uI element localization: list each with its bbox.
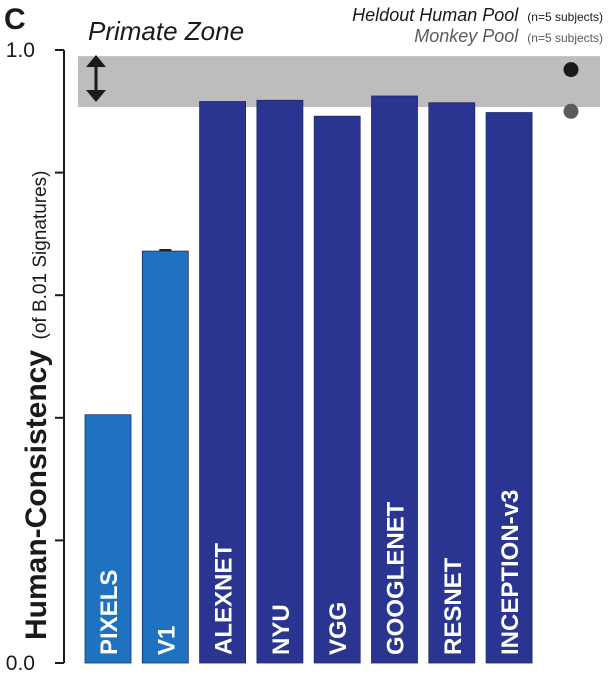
bar-label-inception-v3: INCEPTION-v3 bbox=[497, 490, 524, 655]
bars-layer bbox=[84, 95, 533, 664]
bar-labels-layer: PIXELS V1 ALEXNET NYU VGG GOOGLENET RESNET INCE… bbox=[96, 490, 524, 655]
reference-points bbox=[563, 62, 579, 119]
y-axis-label: Human-Consistency bbox=[20, 350, 53, 640]
bar-nyu bbox=[256, 99, 304, 664]
bar-label-pixels: PIXELS bbox=[96, 570, 123, 655]
zone-arrow-icon bbox=[86, 55, 106, 102]
bar-label-nyu: NYU bbox=[268, 604, 295, 655]
point-heldout-human-pool bbox=[563, 62, 579, 78]
primate-zone-layer bbox=[78, 56, 600, 108]
legend-human-pool-label: Heldout Human Pool bbox=[352, 5, 519, 25]
bar-label-resnet: RESNET bbox=[440, 557, 467, 655]
bar-label-alexnet: ALEXNET bbox=[211, 543, 238, 655]
y-tick-label: 0.0 bbox=[6, 652, 35, 675]
bar-v1 bbox=[141, 250, 189, 664]
legend-human-pool-note: (n=5 subjects) bbox=[527, 10, 603, 24]
legend-monkey-pool: Monkey Pool (n=5 subjects) bbox=[414, 26, 603, 46]
bar-resnet bbox=[428, 102, 476, 664]
y-axis-title: Human-Consistency (of B.01 Signatures) bbox=[20, 171, 53, 641]
y-axis-title-text: Human-Consistency (of B.01 Signatures) bbox=[20, 171, 53, 641]
bar-label-googlenet: GOOGLENET bbox=[383, 501, 410, 655]
panel-label: C bbox=[4, 3, 26, 36]
y-axis: 0.0 1.0 bbox=[6, 39, 65, 675]
bar-alexnet bbox=[199, 101, 247, 664]
bar-inception-v3 bbox=[485, 112, 533, 664]
bar-googlenet bbox=[371, 95, 418, 664]
bar-label-vgg: VGG bbox=[325, 602, 352, 655]
legend: Heldout Human Pool (n=5 subjects) Monkey… bbox=[352, 5, 603, 46]
legend-monkey-pool-label: Monkey Pool bbox=[414, 26, 519, 46]
primate-zone-label: Primate Zone bbox=[88, 16, 244, 46]
legend-monkey-pool-note: (n=5 subjects) bbox=[527, 31, 603, 45]
y-tick-label: 1.0 bbox=[6, 39, 35, 62]
point-monkey-pool bbox=[563, 103, 579, 119]
bar-pixels bbox=[84, 414, 132, 664]
bar-vgg bbox=[313, 115, 361, 664]
y-axis-sublabel: (of B.01 Signatures) bbox=[30, 171, 51, 340]
primate-zone-band bbox=[78, 56, 600, 108]
legend-human-pool: Heldout Human Pool (n=5 subjects) bbox=[352, 5, 603, 25]
bar-label-v1: V1 bbox=[153, 626, 180, 655]
